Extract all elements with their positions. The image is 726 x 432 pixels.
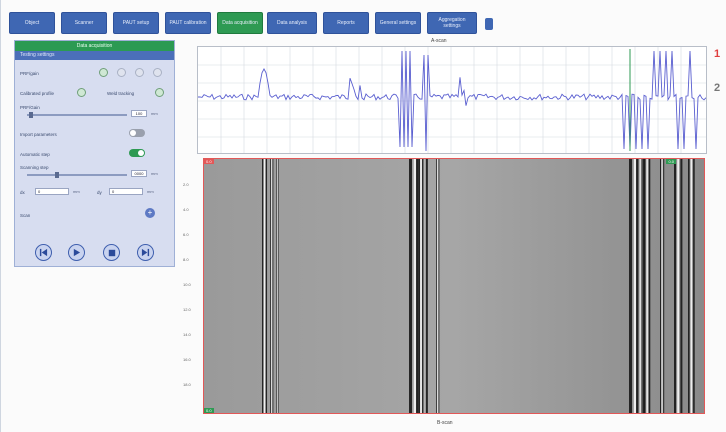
automatic-step-label: Automatic step (20, 152, 50, 157)
prf-gain-unit: mm (151, 111, 158, 116)
offset-dy-input[interactable]: 0 (109, 188, 143, 195)
acquisition-panel: Data acquisition Testing settings PRF/ga… (14, 40, 175, 267)
y-tick: 8.0 (183, 257, 189, 262)
skip-forward-icon[interactable] (137, 244, 154, 261)
play-icon[interactable] (68, 244, 85, 261)
import-parameters-label: Import parameters (20, 132, 57, 137)
prf-gain-slider-handle[interactable] (29, 112, 33, 118)
tab-data-analysis[interactable]: Data analysis (267, 12, 317, 34)
tab-reports[interactable]: Reports (323, 12, 369, 34)
b-scan-xlabel: B-scan (437, 420, 453, 426)
offset-dx-unit: mm (73, 189, 80, 194)
more-tabs-button[interactable] (485, 18, 493, 30)
y-tick: 10.0 (183, 282, 191, 287)
b-scan-image[interactable]: 0.0 0.0 0.0 (203, 158, 705, 414)
scan-corner-label-bl: 0.0 (204, 408, 214, 413)
tab-general-settings[interactable]: General settings (375, 12, 421, 34)
panel-subtitle: Testing settings (15, 51, 174, 60)
channel-1-toggle[interactable] (99, 68, 108, 77)
scanning-step-slider-handle[interactable] (55, 172, 59, 178)
channel-3-toggle[interactable] (135, 68, 144, 77)
prf-gain-label: PRF/gain (20, 71, 39, 76)
tab-data-acquisition[interactable]: Data acquisition (217, 12, 263, 34)
offset-dy-label: dy (97, 190, 102, 195)
a-scan-plot (197, 47, 707, 153)
plus-icon[interactable]: + (145, 208, 155, 218)
stop-icon[interactable] (103, 244, 120, 261)
y-tick: 18.0 (183, 382, 191, 387)
scanning-step-label: Scanning step (20, 165, 49, 170)
calibrated-profile-label: Calibrated profile (20, 91, 55, 96)
prf-gain-value[interactable]: 100 (131, 110, 147, 117)
prf-gain-slider[interactable] (27, 112, 127, 118)
scan-corner-label-tr: 0.0 (666, 159, 676, 164)
y-tick: 2.0 (183, 182, 189, 187)
scan-corner-label-tl: 0.0 (204, 159, 214, 164)
y-tick: 16.0 (183, 357, 191, 362)
y-tick: 4.0 (183, 207, 189, 212)
b-scan-canvas (204, 159, 704, 413)
offset-dx-label: dx (20, 190, 25, 195)
channel-mark-2: 2 (714, 82, 721, 94)
tab-object[interactable]: Object (9, 12, 55, 34)
channel-4-toggle[interactable] (153, 68, 162, 77)
prf-gain-slider-label: PRF/Gain (20, 105, 40, 110)
y-tick: 6.0 (183, 232, 189, 237)
scanning-step-unit: mm (151, 171, 158, 176)
tab-paut-calibration[interactable]: PAUT calibration (165, 12, 211, 34)
calibrated-profile-radio[interactable] (77, 88, 86, 97)
scan-label: Scan (20, 213, 31, 218)
tab-aggregation-settings[interactable]: Aggregation settings (427, 12, 477, 34)
scanning-step-slider[interactable] (27, 172, 127, 178)
tab-scanner[interactable]: Scanner (61, 12, 107, 34)
scanning-step-value[interactable]: 0000 (131, 170, 147, 177)
panel-title: Data acquisition (15, 41, 174, 51)
a-scan-chart[interactable] (197, 46, 707, 154)
tab-paut-setup[interactable]: PAUT setup (113, 12, 159, 34)
offset-dy-unit: mm (147, 189, 154, 194)
automatic-step-toggle[interactable] (129, 149, 145, 157)
y-tick: 12.0 (183, 307, 191, 312)
import-parameters-toggle[interactable] (129, 129, 145, 137)
offset-dx-input[interactable]: 0 (35, 188, 69, 195)
channel-2-toggle[interactable] (117, 68, 126, 77)
y-tick: 14.0 (183, 332, 191, 337)
skip-back-icon[interactable] (35, 244, 52, 261)
weld-tracking-label: Weld tracking (107, 91, 135, 96)
a-scan-title: A-scan (431, 38, 447, 44)
weld-tracking-radio[interactable] (155, 88, 164, 97)
main-toolbar: Object Scanner PAUT setup PAUT calibrati… (5, 10, 725, 36)
channel-mark-1: 1 (714, 48, 721, 60)
